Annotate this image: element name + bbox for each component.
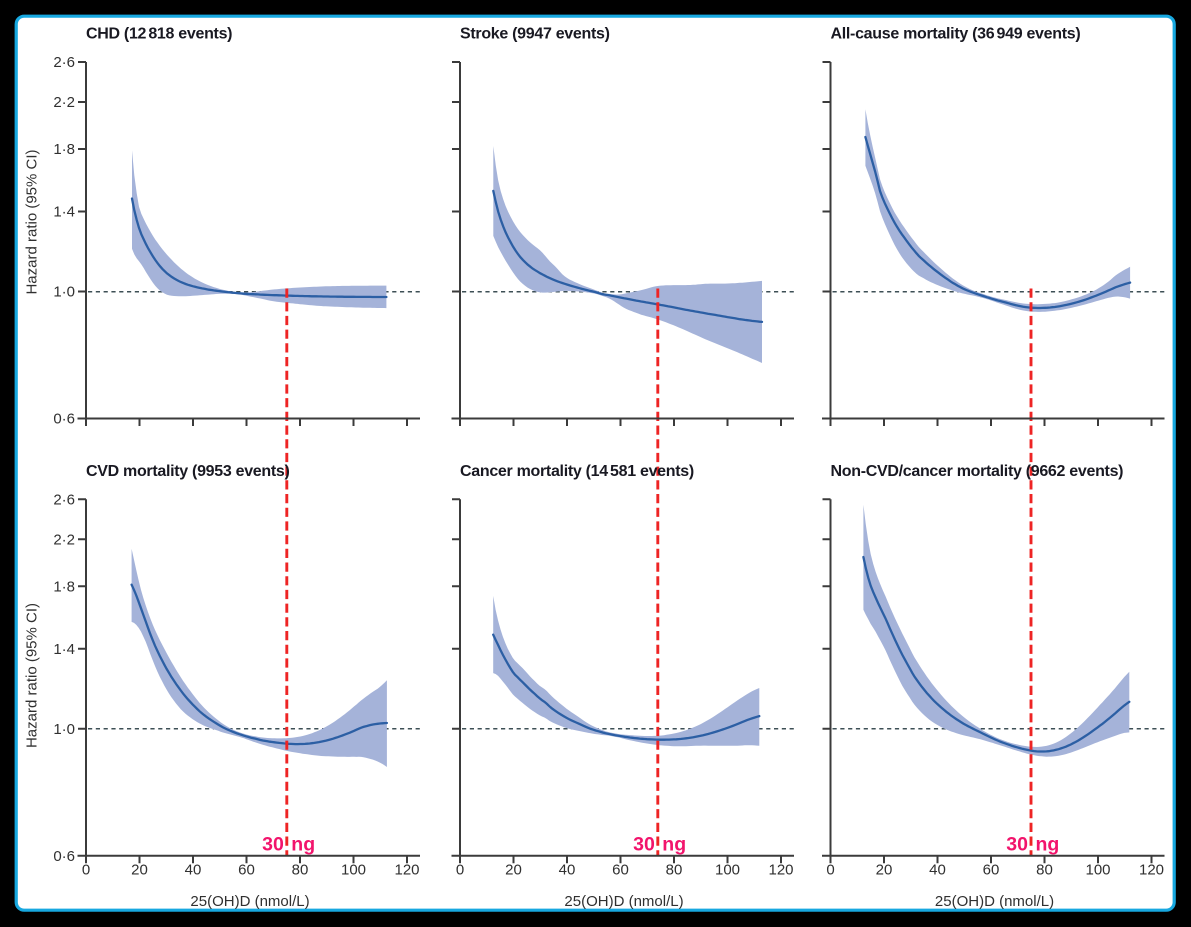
svg-text:25(OH)D (nmol/L): 25(OH)D (nmol/L) <box>935 893 1054 910</box>
svg-text:1·0: 1·0 <box>53 721 75 738</box>
svg-text:25(OH)D (nmol/L): 25(OH)D (nmol/L) <box>564 893 683 910</box>
svg-text:40: 40 <box>929 862 946 879</box>
svg-text:0: 0 <box>456 862 464 879</box>
svg-text:2·2: 2·2 <box>53 94 75 111</box>
svg-text:CVD mortality (9953 events): CVD mortality (9953 events) <box>86 463 290 480</box>
svg-text:20: 20 <box>505 862 522 879</box>
svg-text:2·6: 2·6 <box>53 54 75 71</box>
svg-text:ng: ng <box>1036 834 1060 856</box>
svg-text:Stroke (9947 events): Stroke (9947 events) <box>460 25 610 42</box>
svg-text:1·0: 1·0 <box>53 284 75 301</box>
svg-text:2·2: 2·2 <box>53 531 75 548</box>
svg-text:30: 30 <box>1006 834 1028 856</box>
svg-text:0·6: 0·6 <box>53 411 75 428</box>
svg-text:1·8: 1·8 <box>53 141 75 158</box>
svg-text:ng: ng <box>662 834 686 856</box>
svg-text:25(OH)D (nmol/L): 25(OH)D (nmol/L) <box>190 893 309 910</box>
svg-text:20: 20 <box>876 862 893 879</box>
svg-text:0: 0 <box>82 862 90 879</box>
svg-text:80: 80 <box>1036 862 1053 879</box>
svg-text:80: 80 <box>292 862 309 879</box>
svg-text:80: 80 <box>666 862 683 879</box>
svg-text:30: 30 <box>262 834 284 856</box>
svg-text:Non-CVD/cancer mortality (9662: Non-CVD/cancer mortality (9662 events) <box>831 463 1124 480</box>
svg-text:40: 40 <box>185 862 202 879</box>
svg-text:ng: ng <box>291 834 315 856</box>
svg-text:40: 40 <box>559 862 576 879</box>
svg-text:100: 100 <box>1085 862 1110 879</box>
svg-text:1·8: 1·8 <box>53 578 75 595</box>
svg-text:120: 120 <box>1139 862 1164 879</box>
svg-text:Hazard ratio (95% CI): Hazard ratio (95% CI) <box>24 149 41 294</box>
svg-text:100: 100 <box>341 862 366 879</box>
svg-text:20: 20 <box>131 862 148 879</box>
svg-text:60: 60 <box>238 862 255 879</box>
svg-text:0·6: 0·6 <box>53 848 75 865</box>
svg-text:120: 120 <box>394 862 419 879</box>
svg-text:30: 30 <box>633 834 655 856</box>
svg-text:1·4: 1·4 <box>53 204 75 221</box>
svg-text:100: 100 <box>715 862 740 879</box>
svg-text:0: 0 <box>826 862 834 879</box>
svg-text:60: 60 <box>612 862 629 879</box>
svg-text:60: 60 <box>983 862 1000 879</box>
svg-text:Hazard ratio (95% CI): Hazard ratio (95% CI) <box>24 603 41 748</box>
svg-text:2·6: 2·6 <box>53 491 75 508</box>
svg-text:1·4: 1·4 <box>53 641 75 658</box>
svg-text:120: 120 <box>768 862 793 879</box>
